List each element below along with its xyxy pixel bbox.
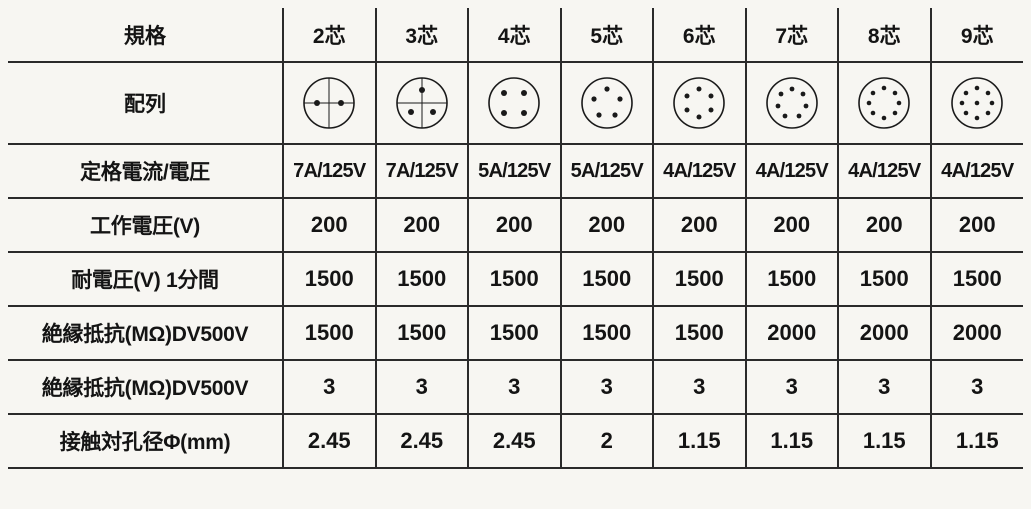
cell: 200 <box>561 198 654 252</box>
cell: 1500 <box>838 252 931 306</box>
cell: 7A/125V <box>283 144 376 198</box>
arrangement-label: 配列 <box>8 62 283 144</box>
cell: 2000 <box>931 306 1024 360</box>
cell: 1500 <box>561 252 654 306</box>
row-label: 接触対孔径Φ(mm) <box>8 414 283 468</box>
cell: 1.15 <box>931 414 1024 468</box>
cell: 200 <box>468 198 561 252</box>
row-label: 絶縁抵抗(MΩ)DV500V <box>8 306 283 360</box>
cell: 4A/125V <box>653 144 746 198</box>
cell: 3 <box>468 360 561 414</box>
cell: 2.45 <box>468 414 561 468</box>
cell: 1500 <box>561 306 654 360</box>
cell: 3 <box>653 360 746 414</box>
col-header: 9芯 <box>931 8 1024 62</box>
row-label: 定格電流/電圧 <box>8 144 283 198</box>
arrangement-row: 配列 <box>8 62 1023 144</box>
cell: 200 <box>931 198 1024 252</box>
table-row: 耐電圧(V) 1分間 1500 1500 1500 1500 1500 1500… <box>8 252 1023 306</box>
spec-table: 規格 2芯 3芯 4芯 5芯 6芯 7芯 8芯 9芯 配列 定格電流/電圧 7A… <box>8 8 1023 469</box>
col-header: 4芯 <box>468 8 561 62</box>
col-header: 6芯 <box>653 8 746 62</box>
pin-diagram-4 <box>468 62 561 144</box>
cell: 3 <box>838 360 931 414</box>
cell: 5A/125V <box>561 144 654 198</box>
cell: 200 <box>283 198 376 252</box>
cell: 200 <box>838 198 931 252</box>
cell: 5A/125V <box>468 144 561 198</box>
cell: 1.15 <box>838 414 931 468</box>
table-row: 接触対孔径Φ(mm) 2.45 2.45 2.45 2 1.15 1.15 1.… <box>8 414 1023 468</box>
table-row: 絶縁抵抗(MΩ)DV500V 3 3 3 3 3 3 3 3 <box>8 360 1023 414</box>
cell: 1500 <box>653 252 746 306</box>
cell: 1500 <box>468 306 561 360</box>
cell: 2000 <box>838 306 931 360</box>
cell: 2 <box>561 414 654 468</box>
cell: 200 <box>653 198 746 252</box>
cell: 3 <box>561 360 654 414</box>
pin-diagram-7 <box>746 62 839 144</box>
header-row: 規格 2芯 3芯 4芯 5芯 6芯 7芯 8芯 9芯 <box>8 8 1023 62</box>
cell: 200 <box>746 198 839 252</box>
cell: 4A/125V <box>838 144 931 198</box>
table-row: 絶縁抵抗(MΩ)DV500V 1500 1500 1500 1500 1500 … <box>8 306 1023 360</box>
cell: 1500 <box>746 252 839 306</box>
cell: 4A/125V <box>746 144 839 198</box>
pin-diagram-2 <box>283 62 376 144</box>
col-header: 7芯 <box>746 8 839 62</box>
cell: 3 <box>376 360 469 414</box>
cell: 1.15 <box>653 414 746 468</box>
table-row: 工作電圧(V) 200 200 200 200 200 200 200 200 <box>8 198 1023 252</box>
corner-cell: 規格 <box>8 8 283 62</box>
cell: 2.45 <box>376 414 469 468</box>
cell: 1500 <box>468 252 561 306</box>
col-header: 3芯 <box>376 8 469 62</box>
col-header: 2芯 <box>283 8 376 62</box>
pin-diagram-9 <box>931 62 1024 144</box>
cell: 7A/125V <box>376 144 469 198</box>
pin-diagram-5 <box>561 62 654 144</box>
cell: 2000 <box>746 306 839 360</box>
cell: 200 <box>376 198 469 252</box>
cell: 4A/125V <box>931 144 1024 198</box>
col-header: 5芯 <box>561 8 654 62</box>
cell: 3 <box>283 360 376 414</box>
col-header: 8芯 <box>838 8 931 62</box>
cell: 2.45 <box>283 414 376 468</box>
cell: 3 <box>746 360 839 414</box>
pin-diagram-8 <box>838 62 931 144</box>
cell: 1.15 <box>746 414 839 468</box>
cell: 1500 <box>376 306 469 360</box>
cell: 1500 <box>283 306 376 360</box>
cell: 3 <box>931 360 1024 414</box>
row-label: 工作電圧(V) <box>8 198 283 252</box>
cell: 1500 <box>283 252 376 306</box>
row-label: 絶縁抵抗(MΩ)DV500V <box>8 360 283 414</box>
cell: 1500 <box>376 252 469 306</box>
table-row: 定格電流/電圧 7A/125V 7A/125V 5A/125V 5A/125V … <box>8 144 1023 198</box>
cell: 1500 <box>653 306 746 360</box>
cell: 1500 <box>931 252 1024 306</box>
pin-diagram-6 <box>653 62 746 144</box>
row-label: 耐電圧(V) 1分間 <box>8 252 283 306</box>
pin-diagram-3 <box>376 62 469 144</box>
